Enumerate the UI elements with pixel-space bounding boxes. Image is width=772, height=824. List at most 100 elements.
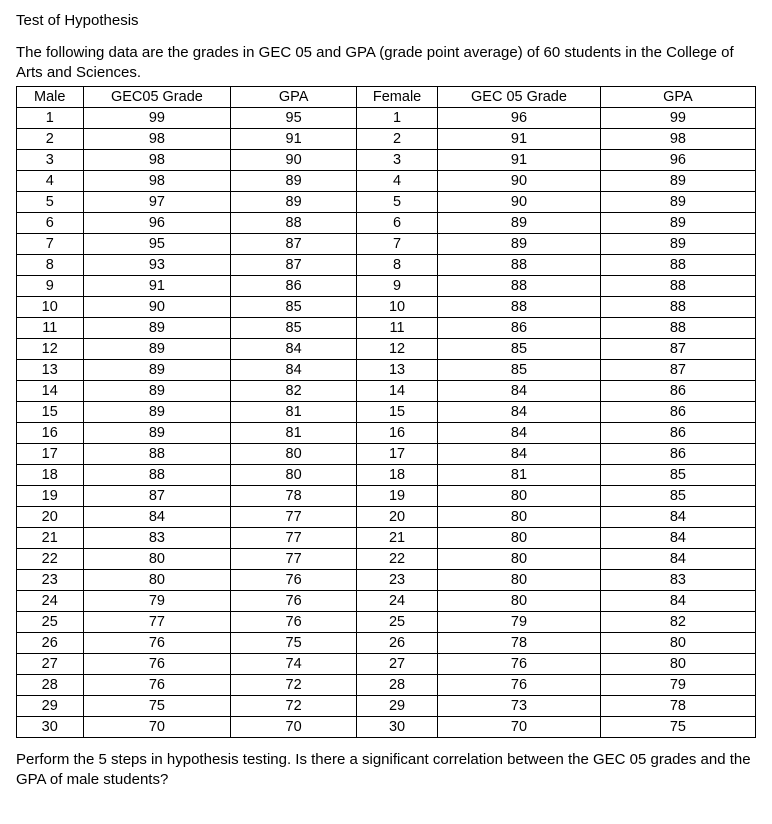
table-cell: 81: [231, 422, 357, 443]
table-cell: 96: [83, 212, 231, 233]
table-cell: 90: [231, 149, 357, 170]
table-cell: 76: [438, 653, 601, 674]
table-cell: 88: [83, 464, 231, 485]
table-cell: 89: [83, 401, 231, 422]
table-cell: 84: [83, 506, 231, 527]
table-cell: 70: [231, 716, 357, 737]
col-male: Male: [17, 86, 84, 107]
table-cell: 15: [356, 401, 437, 422]
table-cell: 80: [231, 464, 357, 485]
table-cell: 99: [83, 107, 231, 128]
table-cell: 5: [17, 191, 84, 212]
table-cell: 89: [83, 338, 231, 359]
col-gec-female: GEC 05 Grade: [438, 86, 601, 107]
table-cell: 9: [17, 275, 84, 296]
table-row: 2989129198: [17, 128, 756, 149]
table-cell: 27: [17, 653, 84, 674]
table-cell: 28: [17, 674, 84, 695]
table-cell: 91: [231, 128, 357, 149]
table-cell: 85: [600, 485, 755, 506]
table-cell: 84: [600, 590, 755, 611]
table-cell: 10: [356, 296, 437, 317]
table-cell: 91: [438, 128, 601, 149]
table-cell: 70: [83, 716, 231, 737]
table-cell: 21: [17, 527, 84, 548]
table-cell: 95: [83, 233, 231, 254]
table-cell: 89: [438, 233, 601, 254]
table-row: 128984128587: [17, 338, 756, 359]
table-cell: 80: [600, 653, 755, 674]
table-row: 4988949089: [17, 170, 756, 191]
table-cell: 88: [438, 254, 601, 275]
table-cell: 98: [83, 149, 231, 170]
table-cell: 84: [438, 380, 601, 401]
table-cell: 85: [438, 359, 601, 380]
table-cell: 25: [356, 611, 437, 632]
col-gpa-female: GPA: [600, 86, 755, 107]
table-cell: 80: [438, 548, 601, 569]
table-cell: 95: [231, 107, 357, 128]
table-cell: 86: [231, 275, 357, 296]
table-cell: 89: [231, 170, 357, 191]
table-row: 178880178486: [17, 443, 756, 464]
table-cell: 16: [356, 422, 437, 443]
table-cell: 86: [600, 422, 755, 443]
table-cell: 85: [600, 464, 755, 485]
table-cell: 85: [438, 338, 601, 359]
table-cell: 80: [438, 527, 601, 548]
table-cell: 77: [231, 506, 357, 527]
table-cell: 89: [600, 233, 755, 254]
table-cell: 24: [356, 590, 437, 611]
table-cell: 77: [231, 527, 357, 548]
intro-text: The following data are the grades in GEC…: [16, 43, 756, 84]
table-cell: 30: [356, 716, 437, 737]
table-cell: 84: [438, 443, 601, 464]
table-cell: 80: [231, 443, 357, 464]
table-row: 257776257982: [17, 611, 756, 632]
table-cell: 89: [83, 317, 231, 338]
table-header-row: Male GEC05 Grade GPA Female GEC 05 Grade…: [17, 86, 756, 107]
table-cell: 87: [231, 254, 357, 275]
table-cell: 5: [356, 191, 437, 212]
table-cell: 80: [438, 590, 601, 611]
table-row: 1999519699: [17, 107, 756, 128]
table-cell: 70: [438, 716, 601, 737]
table-cell: 26: [356, 632, 437, 653]
table-row: 7958778989: [17, 233, 756, 254]
table-cell: 80: [438, 506, 601, 527]
table-cell: 83: [600, 569, 755, 590]
table-row: 228077228084: [17, 548, 756, 569]
table-cell: 80: [83, 569, 231, 590]
table-cell: 27: [356, 653, 437, 674]
table-cell: 19: [356, 485, 437, 506]
table-cell: 2: [356, 128, 437, 149]
table-cell: 89: [600, 212, 755, 233]
table-row: 109085108888: [17, 296, 756, 317]
table-row: 5978959089: [17, 191, 756, 212]
table-row: 188880188185: [17, 464, 756, 485]
table-cell: 84: [231, 359, 357, 380]
table-row: 3989039196: [17, 149, 756, 170]
table-cell: 89: [83, 422, 231, 443]
table-cell: 8: [356, 254, 437, 275]
table-cell: 29: [17, 695, 84, 716]
table-row: 198778198085: [17, 485, 756, 506]
table-row: 277674277680: [17, 653, 756, 674]
table-row: 287672287679: [17, 674, 756, 695]
table-cell: 80: [600, 632, 755, 653]
table-cell: 90: [438, 170, 601, 191]
table-row: 168981168486: [17, 422, 756, 443]
table-cell: 87: [600, 359, 755, 380]
table-cell: 25: [17, 611, 84, 632]
table-cell: 86: [438, 317, 601, 338]
table-cell: 99: [600, 107, 755, 128]
table-cell: 28: [356, 674, 437, 695]
table-cell: 30: [17, 716, 84, 737]
table-cell: 83: [83, 527, 231, 548]
table-cell: 87: [83, 485, 231, 506]
table-cell: 72: [231, 674, 357, 695]
table-cell: 6: [17, 212, 84, 233]
question-text: Perform the 5 steps in hypothesis testin…: [16, 750, 756, 791]
table-row: 297572297378: [17, 695, 756, 716]
table-row: 118985118688: [17, 317, 756, 338]
